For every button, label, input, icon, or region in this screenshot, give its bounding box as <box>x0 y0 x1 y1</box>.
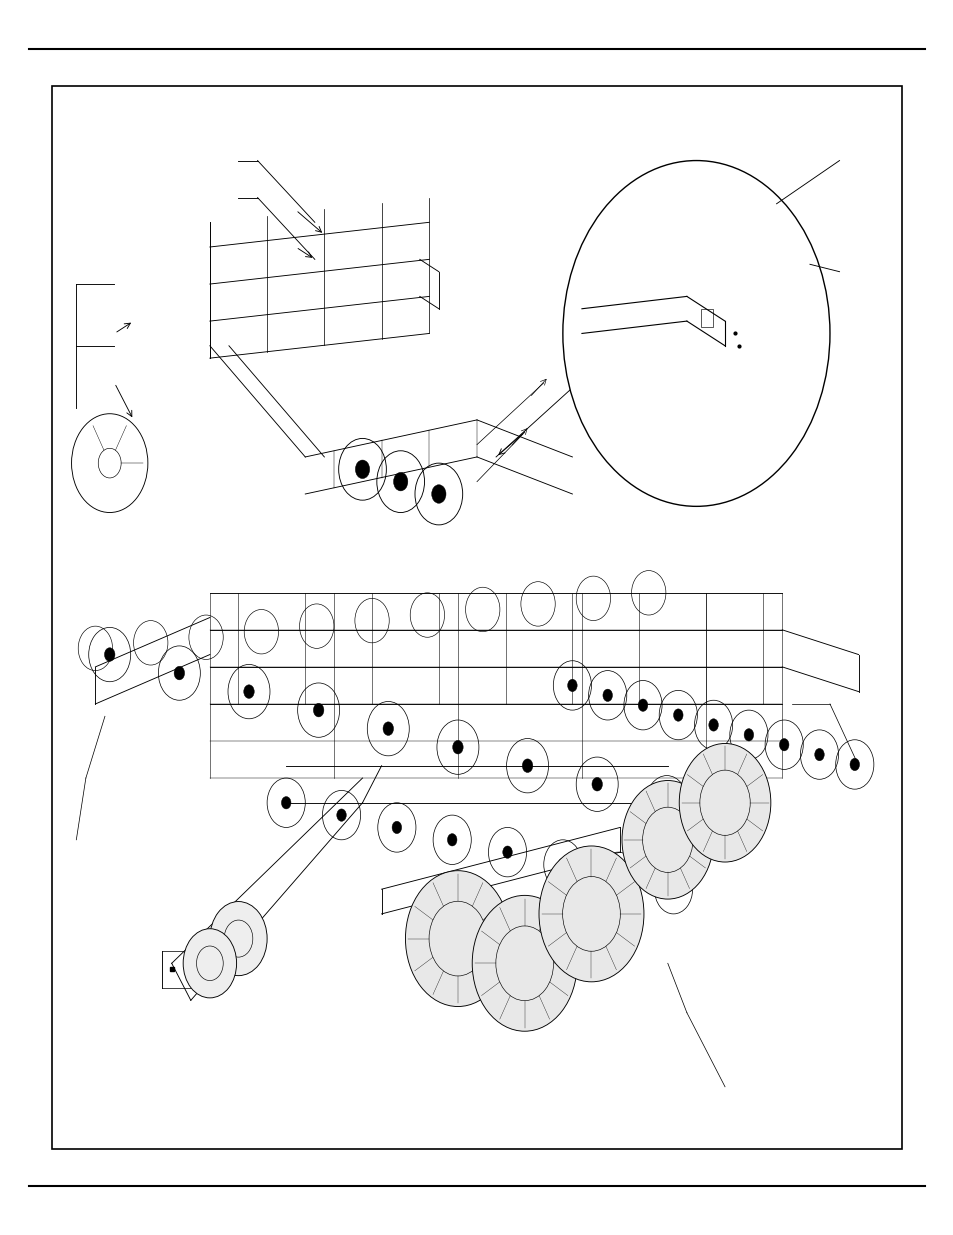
Circle shape <box>452 741 462 753</box>
Circle shape <box>814 748 823 761</box>
Circle shape <box>210 902 267 976</box>
Circle shape <box>638 699 647 711</box>
Circle shape <box>472 895 577 1031</box>
Circle shape <box>281 797 291 809</box>
Circle shape <box>355 459 369 479</box>
Circle shape <box>393 472 408 492</box>
Circle shape <box>405 871 510 1007</box>
Bar <box>700 309 712 327</box>
Circle shape <box>661 797 671 810</box>
Circle shape <box>244 684 253 699</box>
Circle shape <box>336 809 346 821</box>
Circle shape <box>708 719 718 731</box>
Circle shape <box>591 778 602 792</box>
Bar <box>52 86 901 1149</box>
Circle shape <box>431 484 445 504</box>
Circle shape <box>668 883 678 895</box>
Circle shape <box>743 729 753 741</box>
Circle shape <box>613 871 622 883</box>
Circle shape <box>538 846 643 982</box>
Circle shape <box>502 846 512 858</box>
Circle shape <box>522 758 532 773</box>
Circle shape <box>105 648 115 662</box>
Circle shape <box>679 743 770 862</box>
Circle shape <box>447 834 456 846</box>
Circle shape <box>779 739 788 751</box>
Circle shape <box>673 709 682 721</box>
Circle shape <box>313 704 323 716</box>
Circle shape <box>621 781 713 899</box>
Circle shape <box>173 667 184 679</box>
Circle shape <box>382 721 393 736</box>
Circle shape <box>183 929 236 998</box>
Circle shape <box>602 689 612 701</box>
Circle shape <box>558 858 567 871</box>
Circle shape <box>849 758 859 771</box>
Circle shape <box>392 821 401 834</box>
Circle shape <box>567 679 577 692</box>
Circle shape <box>562 161 829 506</box>
